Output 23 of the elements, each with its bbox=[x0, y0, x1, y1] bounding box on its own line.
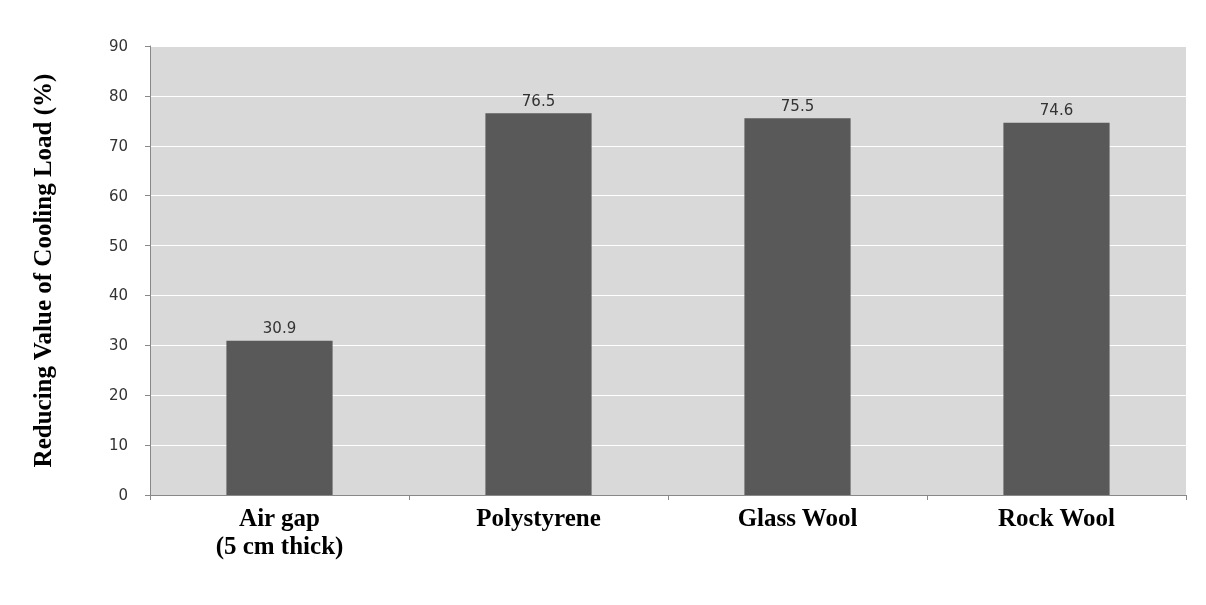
x-tick-label: Air gap (5 cm thick) bbox=[215, 503, 344, 560]
bar bbox=[485, 113, 592, 495]
data-label: 74.6 bbox=[1039, 101, 1074, 120]
bar bbox=[1003, 122, 1110, 495]
y-tick-label: 80 bbox=[108, 86, 128, 105]
x-tick-label: Rock Wool bbox=[998, 503, 1116, 531]
y-tick-label: 0 bbox=[118, 486, 128, 504]
y-tick-label: 70 bbox=[108, 136, 128, 155]
y-tick-label: 30 bbox=[108, 336, 128, 355]
x-tick-label: Glass Wool bbox=[737, 503, 858, 531]
bar bbox=[226, 340, 333, 495]
y-tick-label: 50 bbox=[108, 236, 128, 255]
x-tick-label: Polystyrene bbox=[476, 503, 601, 531]
y-tick-label: 90 bbox=[108, 37, 128, 55]
bar bbox=[744, 118, 851, 495]
data-label: 76.5 bbox=[521, 91, 556, 110]
data-label: 75.5 bbox=[780, 96, 815, 115]
data-label: 30.9 bbox=[262, 319, 297, 338]
y-axis-title: Reducing Value of Cooling Load (%) bbox=[29, 73, 57, 468]
y-tick-label: 40 bbox=[108, 286, 128, 305]
y-tick-label: 60 bbox=[108, 186, 128, 205]
y-tick-label: 10 bbox=[108, 436, 128, 455]
y-tick-label: 20 bbox=[108, 386, 128, 405]
